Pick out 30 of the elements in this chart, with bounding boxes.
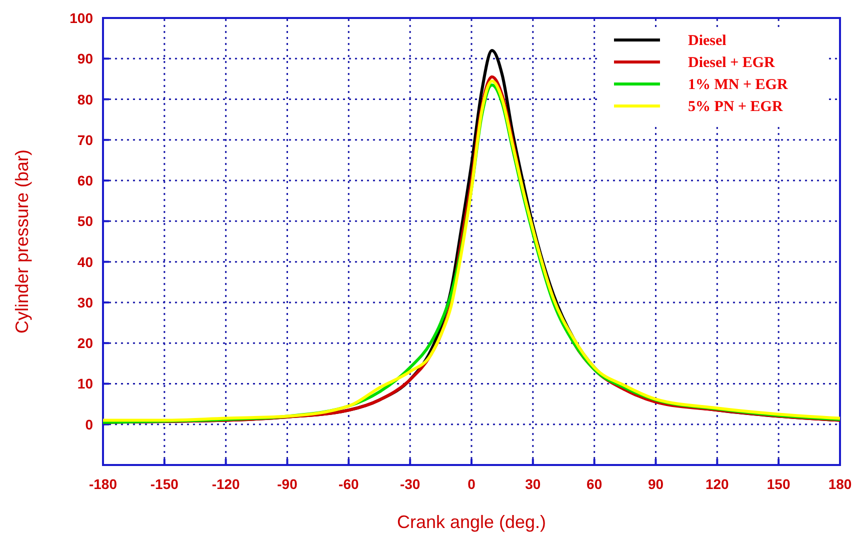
x-tick-label: -30: [400, 476, 420, 492]
y-tick-label: 90: [77, 50, 94, 67]
x-tick-label: 120: [705, 476, 730, 492]
legend-label: 1% MN + EGR: [688, 77, 788, 93]
y-tick-label: 80: [77, 91, 94, 108]
y-tick-label: 10: [77, 376, 94, 392]
y-tick-label: 20: [77, 335, 94, 352]
y-tick-label: 30: [77, 294, 94, 310]
x-axis-title: Crank angle (deg.): [396, 512, 546, 532]
y-axis-title: Cylinder pressure (bar): [12, 149, 32, 334]
x-tick-label: 60: [586, 476, 602, 492]
x-tick-label: -180: [88, 476, 118, 492]
x-tick-label: 0: [468, 476, 476, 492]
legend-label: Diesel: [688, 33, 726, 49]
legend-label: Diesel + EGR: [688, 55, 776, 71]
y-tick-label: 40: [77, 254, 94, 270]
x-tick-label: -90: [277, 476, 298, 492]
x-tick-label: 180: [828, 476, 852, 492]
x-tick-label: 150: [766, 476, 790, 492]
y-tick-label: 70: [77, 132, 94, 148]
y-tick-label: 60: [77, 172, 94, 189]
x-tick-label: 30: [525, 476, 541, 492]
x-tick-label: -120: [212, 476, 240, 492]
y-tick-label: 100: [70, 10, 94, 26]
y-tick-label: 0: [85, 416, 94, 432]
x-tick-label: -150: [150, 476, 179, 492]
x-tick-label: 90: [648, 476, 664, 492]
y-tick-label: 50: [77, 213, 94, 230]
x-tick-label: -60: [338, 476, 359, 492]
legend-label: 5% PN + EGR: [688, 99, 783, 115]
